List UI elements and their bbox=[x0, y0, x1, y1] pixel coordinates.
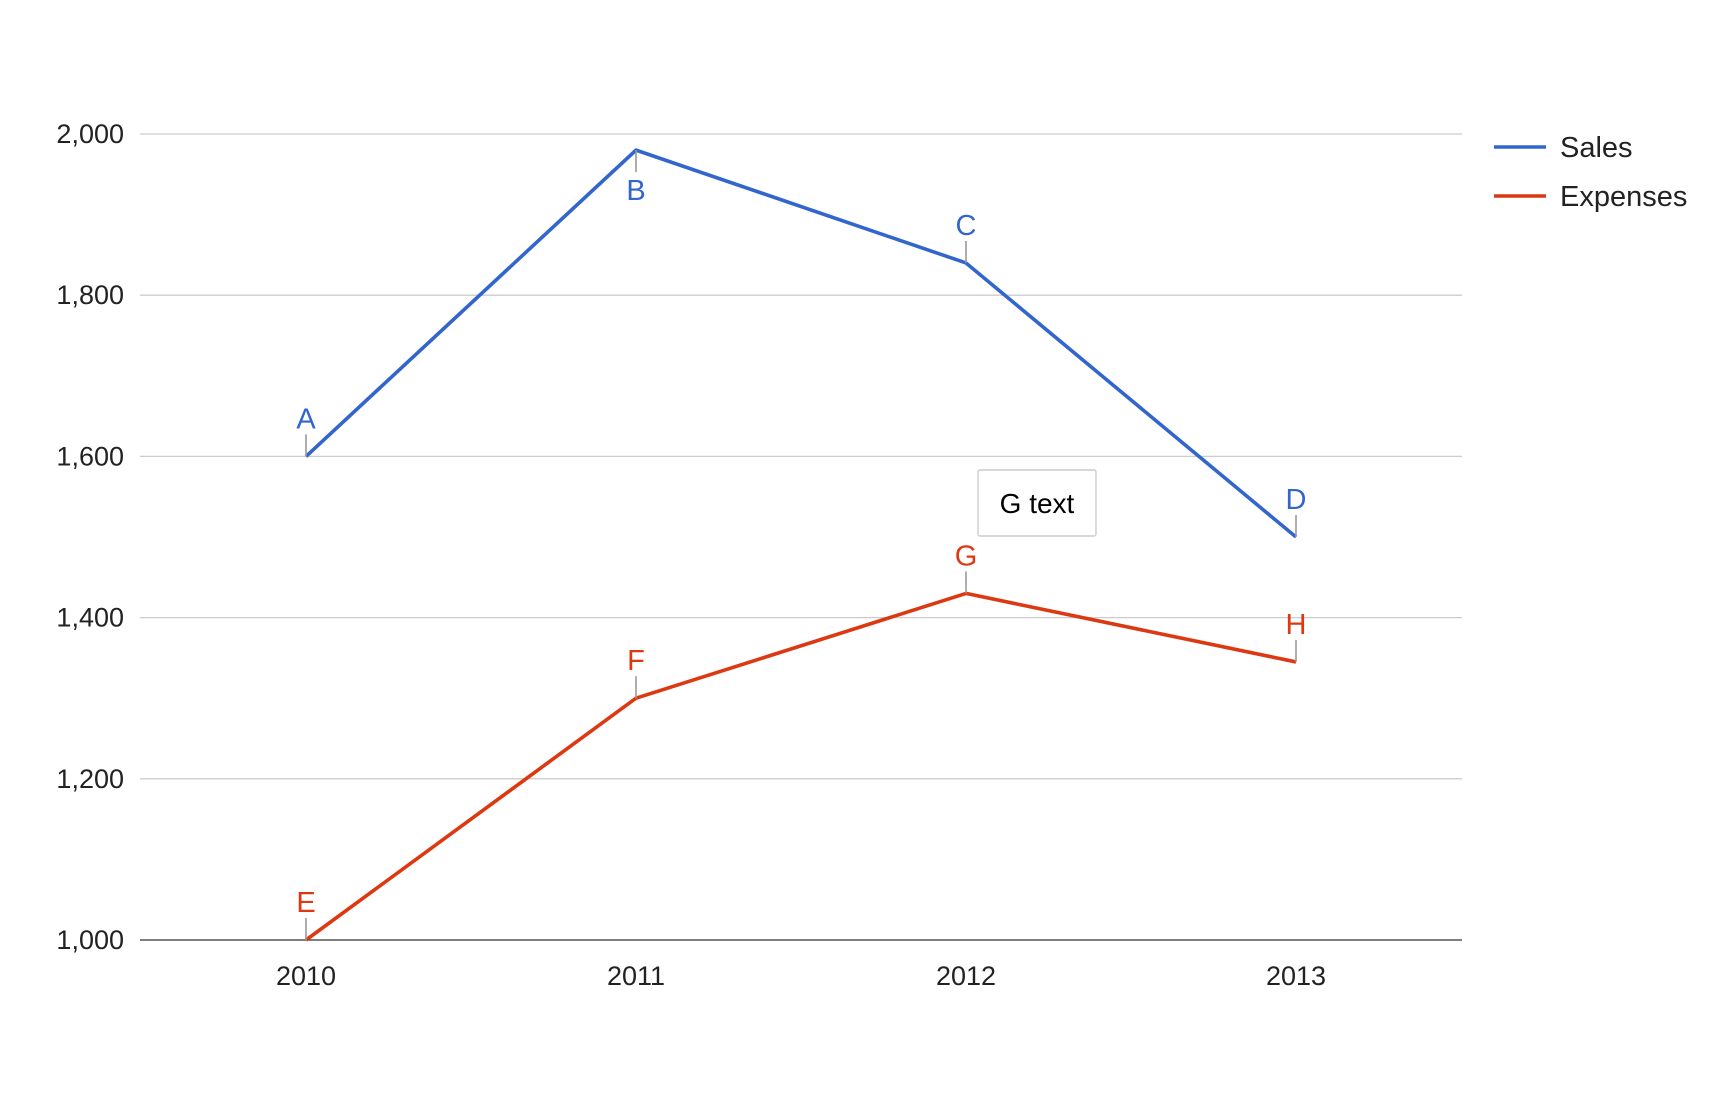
annotation-label[interactable]: H bbox=[1286, 609, 1307, 641]
annotation-label[interactable]: C bbox=[956, 210, 977, 242]
annotation-label[interactable]: D bbox=[1286, 484, 1307, 516]
legend-label[interactable]: Sales bbox=[1560, 132, 1633, 164]
annotation-label[interactable]: G bbox=[955, 540, 978, 572]
y-tick-label: 1,600 bbox=[56, 441, 124, 471]
tooltip-text: G text bbox=[1000, 488, 1075, 519]
tooltip: G text bbox=[977, 469, 1097, 537]
annotation-label[interactable]: F bbox=[627, 645, 645, 677]
y-tick-label: 1,000 bbox=[56, 925, 124, 955]
series-line-sales[interactable] bbox=[304, 148, 1298, 539]
annotation-layer: A B C D E F G H bbox=[296, 150, 1306, 940]
x-tick-label: 2012 bbox=[936, 961, 996, 991]
y-tick-label: 1,200 bbox=[56, 764, 124, 794]
annotation-label[interactable]: E bbox=[296, 887, 315, 919]
y-tick-label: 2,000 bbox=[56, 119, 124, 149]
series-layer bbox=[304, 148, 1298, 942]
tooltip-box bbox=[977, 469, 1097, 537]
annotation-label[interactable]: B bbox=[626, 175, 645, 207]
y-tick-label: 1,800 bbox=[56, 280, 124, 310]
series-line-expenses[interactable] bbox=[304, 591, 1297, 942]
y-tick-label: 1,400 bbox=[56, 603, 124, 633]
axis-layer: 1,000 1,200 1,400 1,600 1,800 2,000 2010 2011 20… bbox=[56, 119, 1326, 991]
x-tick-label: 2010 bbox=[276, 961, 336, 991]
grid-layer bbox=[140, 133, 1462, 941]
annotation-label[interactable]: A bbox=[296, 403, 316, 435]
x-tick-label: 2013 bbox=[1266, 961, 1326, 991]
legend-label[interactable]: Expenses bbox=[1560, 181, 1687, 213]
x-tick-label: 2011 bbox=[607, 961, 665, 991]
legend: Sales Expenses bbox=[1494, 132, 1687, 213]
